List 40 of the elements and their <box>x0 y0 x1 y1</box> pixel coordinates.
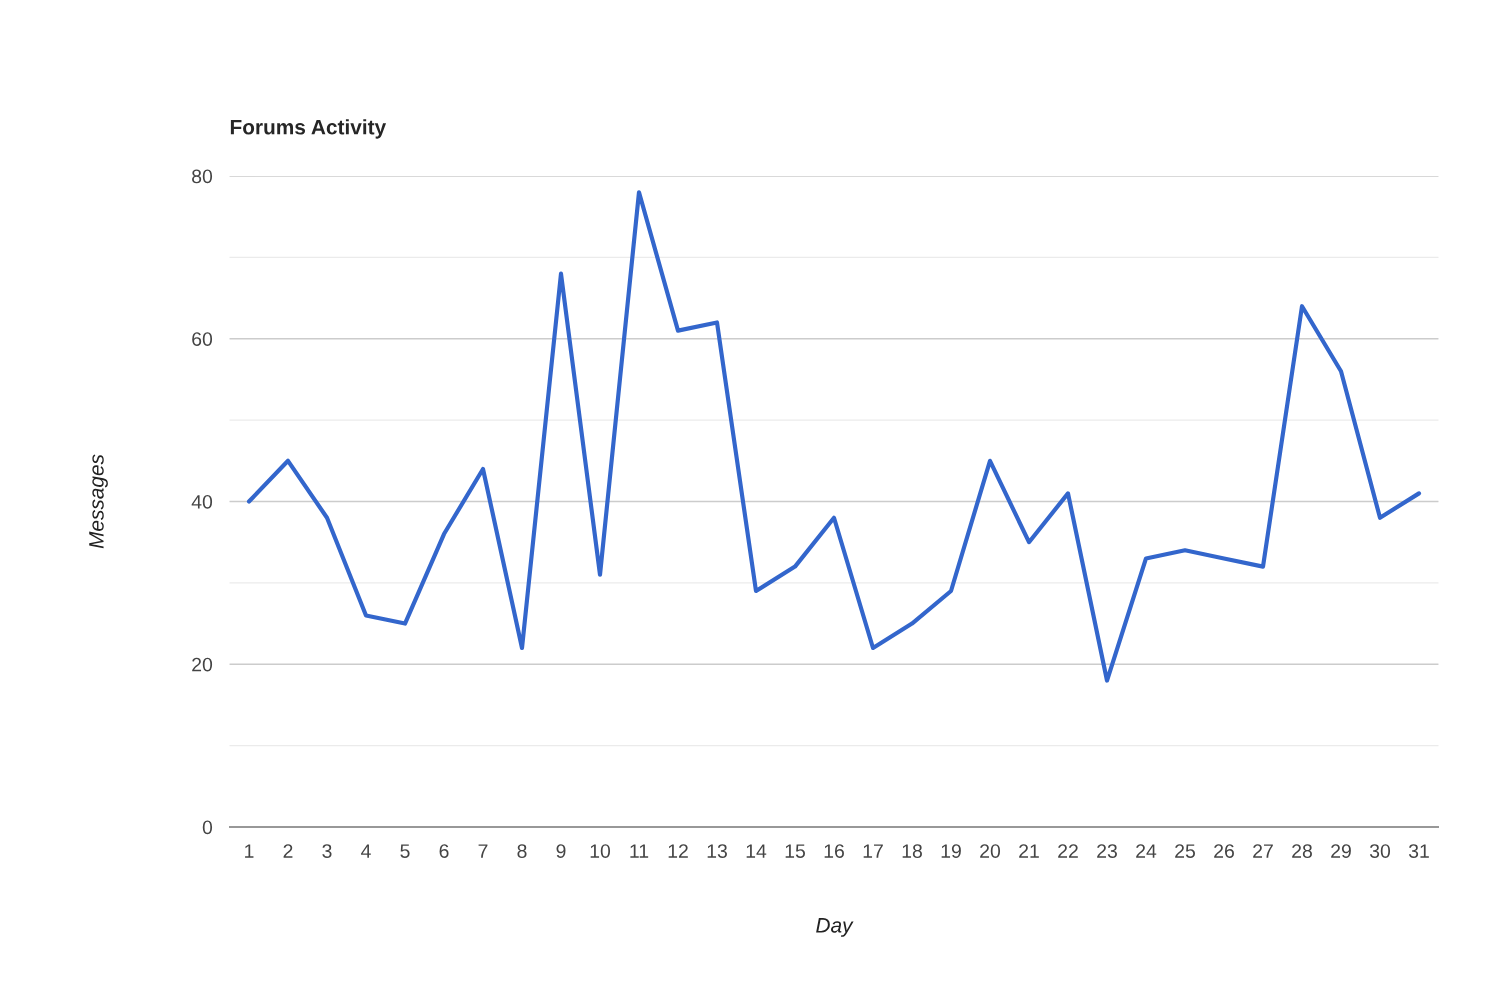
y-tick-label: 0 <box>202 820 213 835</box>
x-tick-label: 20 <box>980 844 1001 858</box>
x-tick-label: 10 <box>590 844 611 858</box>
x-tick-label: 18 <box>902 844 922 858</box>
x-tick-label: 6 <box>439 844 449 858</box>
x-tick-label: 17 <box>863 844 883 858</box>
x-tick-label: 2 <box>283 844 293 858</box>
y-tick-label: 20 <box>192 657 213 672</box>
x-tick-label: 29 <box>1331 844 1351 858</box>
x-tick-label: 8 <box>517 844 527 858</box>
x-tick-label: 7 <box>478 844 488 858</box>
x-tick-label: 27 <box>1253 844 1273 858</box>
x-tick-label: 5 <box>400 844 410 858</box>
x-tick-label: 16 <box>824 844 844 858</box>
x-tick-label: 25 <box>1175 844 1195 858</box>
x-tick-label: 28 <box>1292 844 1312 858</box>
x-tick-label: 31 <box>1408 844 1429 858</box>
x-tick-label: 24 <box>1136 844 1157 858</box>
y-tick-label: 60 <box>192 332 213 346</box>
x-tick-label: 23 <box>1097 844 1117 858</box>
line-series <box>246 190 1422 683</box>
x-tick-label: 12 <box>668 844 688 858</box>
x-tick-label: 14 <box>746 844 767 858</box>
x-tick-label: 11 <box>630 844 649 858</box>
x-tick-label: 22 <box>1058 844 1078 858</box>
x-tick-label: 1 <box>245 844 254 858</box>
y-tick-label: 40 <box>191 494 213 509</box>
chart-title: Forums Activity <box>230 119 387 139</box>
y-axis-title: Messages <box>89 454 108 549</box>
x-tick-label: 30 <box>1369 844 1391 858</box>
x-tick-label: 19 <box>941 844 961 858</box>
x-tick-label: 26 <box>1214 844 1234 858</box>
x-tick-label: 15 <box>785 844 805 858</box>
y-tick-label: 80 <box>192 169 213 184</box>
x-tick-label: 3 <box>322 844 332 858</box>
x-tick-label: 13 <box>707 844 727 858</box>
x-axis-title: Day <box>816 918 854 937</box>
x-tick-label: 21 <box>1019 844 1039 858</box>
x-tick-label: 9 <box>556 844 566 858</box>
x-tick-label: 4 <box>361 844 371 858</box>
